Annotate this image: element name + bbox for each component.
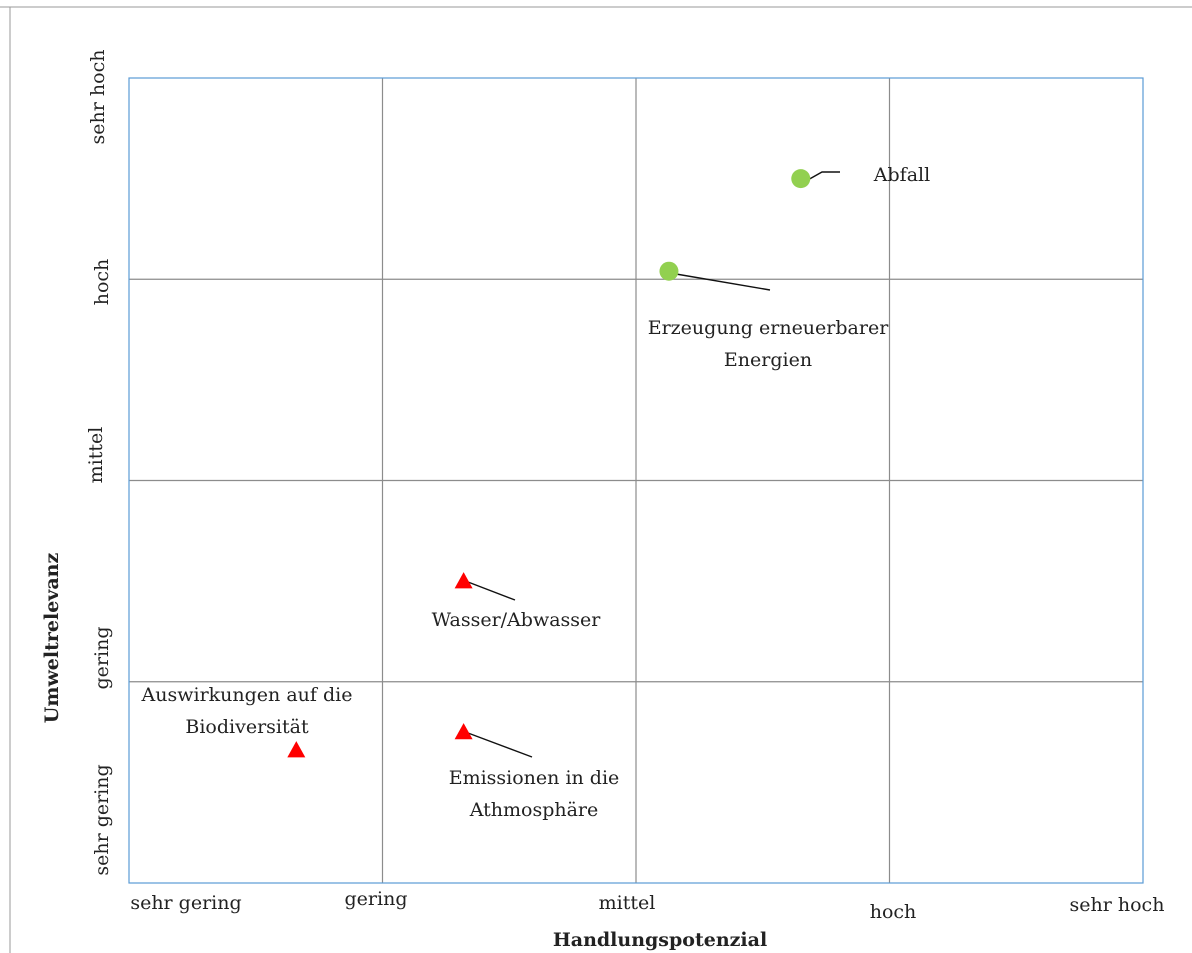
point-label: Biodiversität [185,716,309,738]
plot-frame [128,77,1144,884]
y-tick-label: sehr hoch [87,50,109,145]
leader-line [467,581,516,601]
leader-line [467,732,533,758]
grid-lines [129,78,1143,883]
x-tick-label: sehr gering [130,892,241,914]
y-axis-title: Umweltrelevanz [41,553,63,724]
leader-line [675,273,771,291]
data-point-triangle [454,572,473,589]
data-point-triangle [454,723,473,740]
data-point-circle [791,169,811,189]
point-label: Athmosphäre [469,799,599,821]
x-axis-title: Handlungspotenzial [553,929,767,951]
data-point-circle [659,261,679,281]
y-tick-label: mittel [85,427,107,484]
leader-lines [467,171,840,758]
point-label: Erzeugung erneuerbarer [648,317,889,339]
point-label: Wasser/Abwasser [432,609,602,631]
x-tick-label: gering [345,888,408,910]
y-tick-label: gering [91,627,113,690]
point-label: Abfall [873,164,930,186]
point-label: Auswirkungen auf die [141,684,353,706]
data-points [287,169,811,758]
data-point-triangle [287,741,306,758]
x-tick-label: hoch [870,901,917,923]
point-label: Energien [724,349,812,371]
x-tick-labels: sehr gering gering mittel hoch sehr hoch [130,888,1164,923]
leader-line [805,171,840,182]
y-tick-label: sehr gering [91,764,113,875]
point-label: Emissionen in die [449,767,620,789]
x-tick-label: sehr hoch [1070,894,1165,916]
y-tick-label: hoch [91,259,113,306]
y-tick-labels: sehr gering gering mittel hoch sehr hoch [85,50,113,876]
x-tick-label: mittel [599,892,656,914]
point-labels: Abfall Erzeugung erneuerbarer Energien Wass… [141,164,931,821]
